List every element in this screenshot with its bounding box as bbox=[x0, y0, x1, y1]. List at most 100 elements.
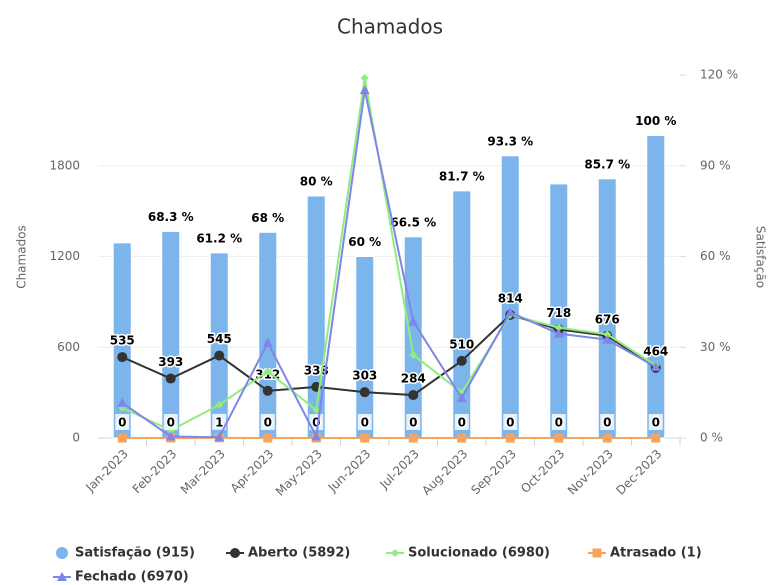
x-tick-label: Jul-2023 bbox=[376, 447, 422, 493]
data-label: 66.5 % bbox=[390, 215, 436, 229]
x-tick-label: Apr-2023 bbox=[228, 447, 277, 496]
point bbox=[554, 323, 563, 332]
legend-label: Fechado (6970) bbox=[75, 570, 189, 585]
data-label: 93.3 % bbox=[487, 134, 533, 148]
data-label-box bbox=[551, 414, 566, 430]
data-label: 0 bbox=[409, 416, 417, 430]
x-tick-label: Oct-2023 bbox=[518, 447, 567, 496]
data-label: 0 bbox=[506, 416, 514, 430]
y2-tick-label: 30 % bbox=[700, 340, 731, 354]
data-label-box bbox=[503, 414, 518, 430]
data-label: 0 bbox=[264, 416, 272, 430]
bar bbox=[403, 236, 423, 439]
data-label: 814 bbox=[498, 291, 523, 305]
bar bbox=[306, 195, 326, 439]
data-label: 545 bbox=[207, 332, 232, 346]
data-label-box bbox=[600, 414, 615, 430]
x-tick-label: Dec-2023 bbox=[613, 447, 664, 498]
point bbox=[603, 330, 612, 339]
point bbox=[214, 350, 225, 361]
x-tick-label: Mar-2023 bbox=[178, 447, 228, 497]
point bbox=[408, 433, 418, 443]
data-label-box bbox=[163, 414, 178, 430]
point bbox=[457, 433, 467, 443]
data-label: 81.7 % bbox=[439, 169, 485, 183]
point bbox=[117, 397, 128, 407]
point bbox=[262, 385, 273, 396]
point bbox=[165, 373, 176, 384]
data-label: 284 bbox=[401, 372, 426, 386]
data-label: 718 bbox=[546, 306, 571, 320]
point bbox=[602, 334, 613, 344]
y-axis-label: Chamados bbox=[15, 225, 29, 289]
legend-symbol bbox=[230, 548, 240, 558]
legend-label: Satisfação (915) bbox=[75, 546, 195, 561]
point bbox=[263, 367, 272, 376]
data-label-box bbox=[212, 413, 227, 430]
bar bbox=[646, 135, 666, 439]
point bbox=[456, 355, 467, 366]
x-tick-label: Jun-2023 bbox=[325, 447, 374, 496]
data-label: 510 bbox=[449, 337, 474, 351]
point bbox=[408, 316, 419, 326]
legend-symbol bbox=[592, 548, 602, 558]
bar bbox=[258, 231, 278, 439]
x-tick-label: Nov-2023 bbox=[565, 447, 616, 498]
data-label: 393 bbox=[158, 355, 183, 369]
legend-symbol bbox=[391, 549, 399, 557]
data-label: 0 bbox=[652, 416, 660, 430]
data-label-box bbox=[115, 414, 130, 430]
y2-tick-label: 90 % bbox=[700, 158, 731, 172]
x-tick-label: Aug-2023 bbox=[419, 447, 470, 498]
point bbox=[554, 433, 564, 443]
y-tick-label: 0 bbox=[72, 431, 80, 445]
point bbox=[214, 432, 225, 442]
point bbox=[359, 85, 370, 95]
data-label: 68.3 % bbox=[148, 210, 194, 224]
y2-tick-label: 60 % bbox=[700, 249, 731, 263]
point bbox=[165, 431, 176, 441]
bar bbox=[597, 178, 617, 439]
data-label-box bbox=[357, 414, 372, 430]
data-label: 0 bbox=[167, 416, 175, 430]
data-label: 303 bbox=[352, 369, 377, 383]
point bbox=[456, 392, 467, 402]
point bbox=[553, 328, 564, 338]
data-label: 80 % bbox=[300, 175, 333, 189]
data-label: 0 bbox=[312, 416, 320, 430]
x-tick-label: Sep-2023 bbox=[468, 447, 519, 498]
point bbox=[360, 433, 370, 443]
line bbox=[121, 89, 657, 440]
y-tick-label: 1800 bbox=[49, 158, 80, 172]
y-tick-label: 1200 bbox=[49, 249, 80, 263]
data-label: 1 bbox=[215, 415, 223, 429]
data-label: 60 % bbox=[348, 235, 381, 249]
point bbox=[215, 400, 224, 409]
point bbox=[408, 390, 419, 401]
y-tick-label: 600 bbox=[57, 340, 80, 354]
bar bbox=[161, 230, 181, 439]
data-label: 61.2 % bbox=[196, 231, 242, 245]
legend-symbol bbox=[56, 547, 68, 559]
point bbox=[651, 433, 661, 443]
y2-tick-label: 120 % bbox=[700, 68, 738, 82]
data-label-box bbox=[406, 414, 421, 430]
point bbox=[505, 433, 515, 443]
x-tick-label: May-2023 bbox=[273, 447, 325, 499]
line bbox=[121, 77, 657, 432]
data-label: 535 bbox=[110, 334, 135, 348]
point bbox=[359, 387, 370, 398]
legend-symbol bbox=[57, 572, 67, 581]
chart-title: Chamados bbox=[337, 15, 443, 39]
x-tick-label: Feb-2023 bbox=[130, 447, 180, 497]
legend-label: Aberto (5892) bbox=[248, 546, 350, 561]
point bbox=[117, 433, 127, 443]
point bbox=[409, 350, 418, 359]
point bbox=[117, 352, 128, 363]
data-label: 0 bbox=[118, 416, 126, 430]
data-label-box bbox=[260, 414, 275, 430]
data-label: 68 % bbox=[251, 211, 284, 225]
x-tick-label: Jan-2023 bbox=[82, 447, 130, 495]
y2-tick-label: 0 % bbox=[700, 431, 723, 445]
data-label: 0 bbox=[361, 416, 369, 430]
